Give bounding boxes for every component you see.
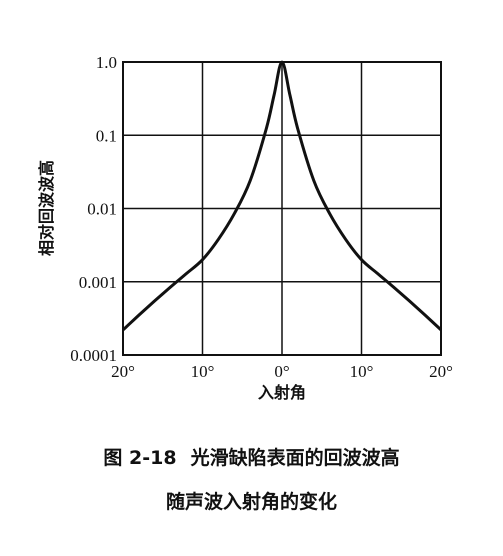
y-tick-label: 0.1: [96, 126, 117, 145]
caption-line-1: 图 2-18 光滑缺陷表面的回波波高: [0, 436, 503, 480]
y-tick-label: 1.0: [96, 53, 117, 72]
caption-line-2: 随声波入射角的变化: [165, 491, 337, 513]
y-tick-label: 0.001: [79, 273, 117, 292]
x-axis-label: 入射角: [258, 383, 306, 402]
grid: [123, 62, 441, 355]
echo-height-chart: 1.0 0.1 0.01 0.001 0.0001 20° 10° 0° 10° 20° 入射角…: [37, 53, 453, 402]
y-tick-labels: 1.0 0.1 0.01 0.001 0.0001: [70, 53, 117, 365]
y-tick-label: 0.01: [87, 200, 117, 219]
figure-caption: 图 2-18 光滑缺陷表面的回波波高 随声波入射角的变化: [0, 436, 503, 524]
x-tick-label: 20°: [429, 362, 453, 381]
echo-height-curve: [122, 60, 443, 332]
x-tick-label: 10°: [191, 362, 215, 381]
x-tick-label: 10°: [350, 362, 374, 381]
y-axis-label: 相对回波波高: [37, 160, 56, 256]
y-tick-label: 0.0001: [70, 346, 117, 365]
x-tick-labels: 20° 10° 0° 10° 20°: [111, 362, 453, 381]
figure-number: 图 2-18: [103, 447, 177, 469]
x-tick-label: 20°: [111, 362, 135, 381]
x-tick-label: 0°: [274, 362, 289, 381]
caption-title: 光滑缺陷表面的回波波高: [190, 447, 400, 469]
